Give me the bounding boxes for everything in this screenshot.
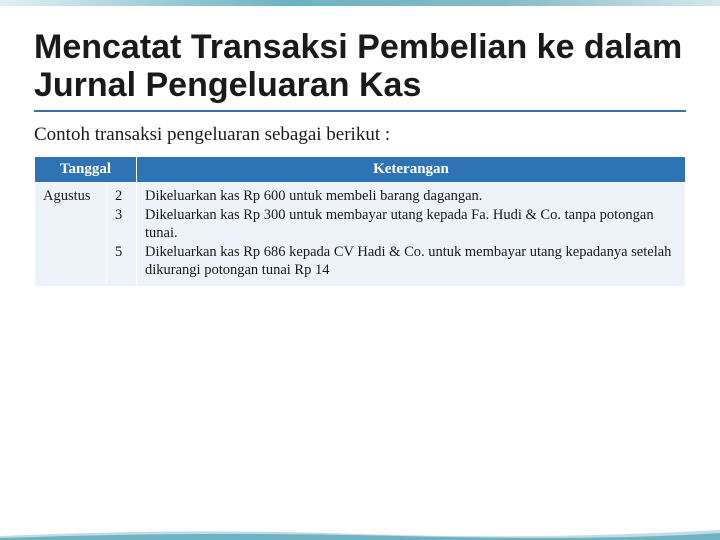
col-header-tanggal: Tanggal <box>35 157 137 183</box>
cell-days: 2 3 5 <box>107 183 137 287</box>
cell-month: Agustus <box>35 183 107 287</box>
transaction-table: Tanggal Keterangan Agustus 2 3 5 Dikelua… <box>34 156 686 287</box>
table-header-row: Tanggal Keterangan <box>35 157 686 183</box>
table-row: Agustus 2 3 5 Dikeluarkan kas Rp 600 unt… <box>35 183 686 287</box>
top-accent-bar <box>0 0 720 6</box>
slide-subtitle: Contoh transaksi pengeluaran sebagai ber… <box>34 124 686 146</box>
cell-description: Dikeluarkan kas Rp 600 untuk membeli bar… <box>137 183 686 287</box>
col-header-keterangan: Keterangan <box>137 157 686 183</box>
slide-title: Mencatat Transaksi Pembelian ke dalam Ju… <box>34 28 686 112</box>
bottom-accent-wave <box>0 526 720 540</box>
slide-content: Mencatat Transaksi Pembelian ke dalam Ju… <box>0 0 720 287</box>
